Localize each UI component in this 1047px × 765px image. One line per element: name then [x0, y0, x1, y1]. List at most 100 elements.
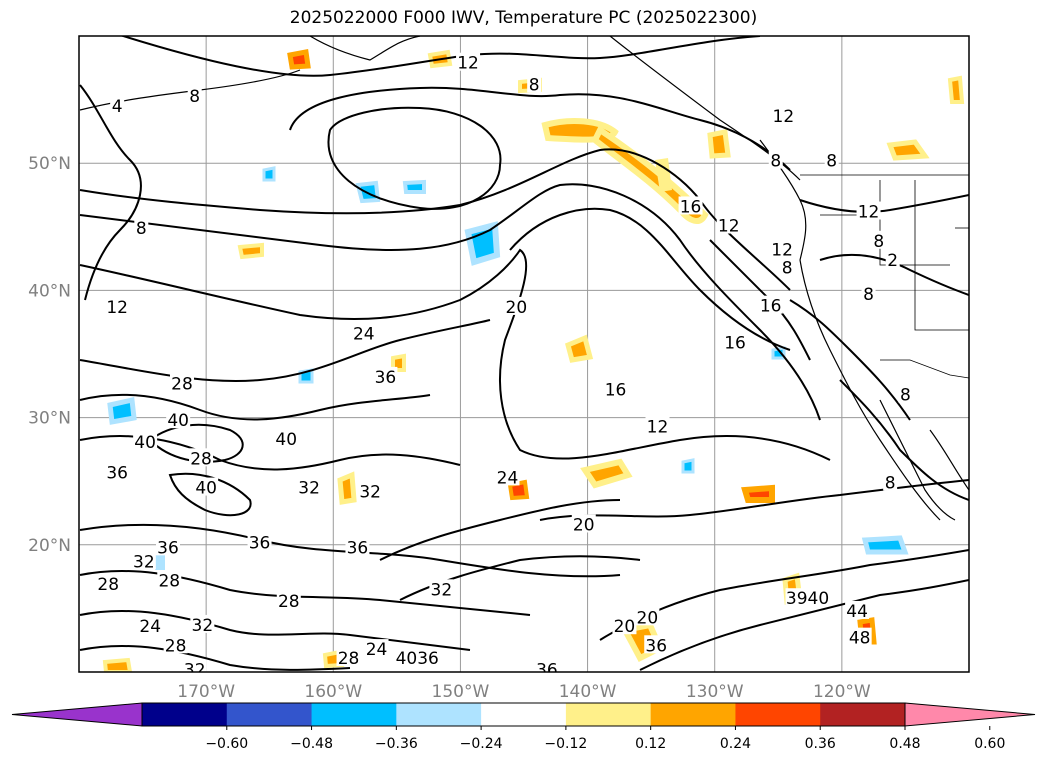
contour-label-bg: [131, 551, 156, 570]
lon-label: 170°W: [177, 682, 235, 702]
contour-label: 12: [858, 203, 880, 223]
contour-16-coast: [789, 299, 911, 421]
shade-patch-red-1: [741, 484, 775, 503]
contour-label-bg: [571, 514, 596, 533]
contour-28-mid: [379, 499, 621, 561]
colorbar-segment: [311, 703, 397, 726]
contour-label-bg: [770, 239, 795, 258]
contour-label-bg: [429, 579, 454, 598]
lon-label: 140°W: [559, 682, 617, 702]
contour-label: 4036: [396, 649, 439, 669]
contour-label-bg: [364, 639, 389, 658]
contour-label-bg: [276, 590, 301, 609]
contour-label: 36: [536, 660, 558, 680]
contour-label-bg: [358, 481, 383, 500]
contour-label: 12: [718, 217, 740, 237]
colorbar-over-triangle: [904, 702, 1036, 727]
contour-28-south: [79, 570, 531, 616]
contour-label-bg: [534, 659, 559, 672]
contour-label-bg: [345, 537, 370, 556]
contour-label: 28: [338, 649, 360, 669]
colorbar-segment: [396, 703, 482, 726]
contour-36-loop: [168, 472, 252, 517]
shade-patch-orange-4: [580, 458, 633, 489]
contour-label: 8: [885, 473, 896, 493]
contour-label-bg: [395, 648, 440, 667]
shade-patch-blue-7: [155, 553, 165, 570]
contour-label: 20: [637, 608, 659, 628]
colorbar-tick-label: −0.36: [375, 736, 418, 752]
shade-patch-orange-coast: [591, 125, 709, 224]
contour-label: 32: [431, 580, 453, 600]
contour-36-south: [639, 579, 969, 671]
contour-label: 48: [849, 629, 871, 649]
contour-24-inner: [509, 207, 791, 351]
colorbar-tick-label: 0.24: [720, 736, 751, 752]
colorbar-segment: [481, 703, 567, 726]
contour-24-jet: [79, 248, 831, 461]
longitude-labels: 170°W 160°W 150°W 140°W 130°W 120°W: [177, 682, 871, 702]
contour-label: 12: [106, 298, 128, 318]
colorbar-segment: [142, 703, 228, 726]
shade-patch-orange-2: [886, 139, 930, 161]
contour-label: 32: [298, 479, 320, 499]
colorbar-tick-label: 0.12: [635, 736, 666, 752]
contour-label: 40: [195, 479, 217, 499]
contour-label: 16: [724, 334, 746, 354]
contour-label: 16: [605, 381, 627, 401]
contour-label-bg: [771, 106, 796, 125]
contour-label: 8: [136, 219, 147, 239]
contour-label-bg: [861, 284, 876, 303]
map-frame: [78, 35, 970, 673]
contour-label-bg: [351, 323, 376, 342]
contour-8-coast: [799, 194, 969, 213]
shade-patch-blue-8: [681, 458, 695, 474]
shade-patch-orange-14: [102, 657, 133, 672]
contour-12-north: [289, 86, 791, 171]
contour-label-bg: [105, 462, 130, 481]
contour-label: 16: [760, 297, 782, 317]
contour-label-bg: [768, 150, 783, 169]
contour-label: 36: [157, 538, 179, 558]
contour-32-bottom: [79, 645, 351, 671]
shade-patch-orange-13: [947, 75, 965, 104]
colorbar-tick-label: 0.36: [805, 736, 836, 752]
contour-label-bg: [644, 635, 669, 654]
contour-label: 8: [782, 259, 793, 279]
contour-label-bg: [856, 201, 881, 220]
colorbar-tick-label: −0.48: [290, 736, 333, 752]
contour-label-bg: [134, 218, 149, 237]
contour-24-south: [79, 610, 471, 651]
contour-label-bg: [157, 570, 182, 589]
contour-label-bg: [495, 467, 520, 486]
contour-label-bg: [845, 600, 870, 619]
contour-label: 8: [189, 87, 200, 107]
contour-label-bg: [194, 477, 219, 496]
contour-label: 32: [184, 660, 206, 680]
contour-label-bg: [885, 249, 900, 268]
contour-label-bg: [187, 85, 202, 104]
contour-label: 8: [873, 232, 884, 252]
contour-label: 12: [457, 54, 479, 74]
contour-label: 36: [249, 533, 271, 553]
contour-label: 28: [278, 592, 300, 612]
contour-label-bg: [723, 332, 748, 351]
contour-label: 32: [359, 482, 381, 502]
contour-label: 40: [134, 433, 156, 453]
shade-patch-orange-16: [391, 353, 406, 372]
contour-28: [79, 319, 491, 382]
colorbar-under-triangle: [11, 702, 143, 727]
contour-label-bg: [163, 635, 188, 654]
shade-patch-yellow-coast: [655, 158, 672, 192]
contour-20-mid: [539, 479, 969, 521]
contour-label-bg: [336, 648, 361, 667]
contour-label: 40: [167, 411, 189, 431]
contour-label: 40: [275, 430, 297, 450]
contour-label: 24: [139, 617, 161, 637]
contour-label: 28: [97, 575, 119, 595]
contour-label-bg: [635, 607, 660, 626]
shade-patch-blue-4: [107, 396, 137, 425]
contour-label-bg: [603, 379, 628, 398]
